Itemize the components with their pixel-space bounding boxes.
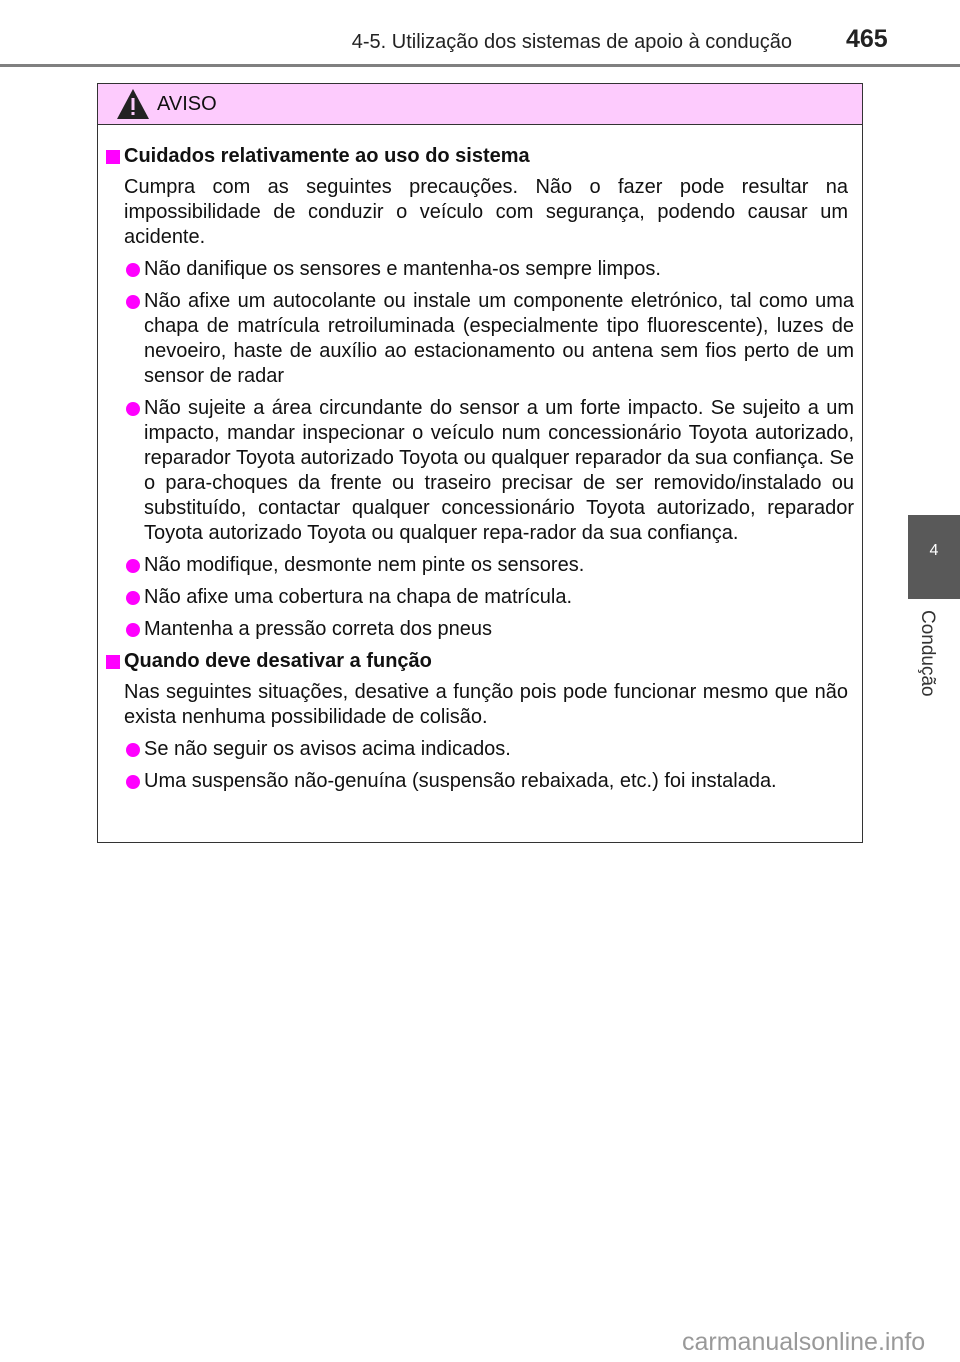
list-item-text: Não modifique, desmonte nem pinte os sen…: [144, 554, 585, 576]
list-item: Não afixe um autocolante ou instale um c…: [98, 289, 862, 389]
list-item-text: Não sujeite a área circundante do sensor…: [144, 397, 854, 544]
list-item: Não sujeite a área circundante do sensor…: [98, 396, 862, 546]
section-heading-text: Quando deve desativar a função: [124, 650, 432, 672]
chapter-tab: 4: [908, 515, 960, 599]
header-rule: [0, 64, 960, 67]
warning-triangle-icon: [117, 89, 149, 119]
section-heading: Quando deve desativar a função: [98, 649, 862, 674]
list-item-text: Mantenha a pressão correta dos pneus: [144, 618, 492, 640]
list-item: Não modifique, desmonte nem pinte os sen…: [98, 553, 862, 578]
list-item-text: Uma suspensão não-genuína (suspensão reb…: [144, 770, 777, 792]
section-paragraph: Cumpra com as seguintes precauções. Não …: [124, 176, 848, 248]
list-item-text: Não afixe uma cobertura na chapa de matr…: [144, 586, 573, 608]
running-header: 4-5. Utilização dos sistemas de apoio à …: [351, 31, 792, 53]
list-item: Uma suspensão não-genuína (suspensão reb…: [98, 769, 862, 794]
page-number: 465: [846, 25, 888, 53]
circle-bullet-icon: [126, 743, 140, 757]
warning-body: Cuidados relativamente ao uso do sistema…: [98, 126, 862, 794]
section-heading-text: Cuidados relativamente ao uso do sistema: [124, 145, 530, 167]
square-bullet-icon: [106, 150, 120, 164]
circle-bullet-icon: [126, 263, 140, 277]
watermark: carmanualsonline.info: [682, 1328, 926, 1356]
section-heading: Cuidados relativamente ao uso do sistema: [98, 144, 862, 169]
list-item: Não afixe uma cobertura na chapa de matr…: [98, 585, 862, 610]
circle-bullet-icon: [126, 591, 140, 605]
list-item-text: Não afixe um autocolante ou instale um c…: [144, 290, 854, 387]
list-item: Mantenha a pressão correta dos pneus: [98, 617, 862, 642]
circle-bullet-icon: [126, 295, 140, 309]
circle-bullet-icon: [126, 402, 140, 416]
warning-box: AVISO Cuidados relativamente ao uso do s…: [97, 83, 863, 843]
list-item: Não danifique os sensores e mantenha-os …: [98, 257, 862, 282]
list-item-text: Se não seguir os avisos acima indicados.: [144, 738, 511, 760]
chapter-label: Condução: [917, 610, 938, 697]
circle-bullet-icon: [126, 559, 140, 573]
square-bullet-icon: [106, 655, 120, 669]
list-item-text: Não danifique os sensores e mantenha-os …: [144, 258, 661, 280]
circle-bullet-icon: [126, 623, 140, 637]
section-paragraph: Nas seguintes situações, desative a funç…: [124, 681, 848, 728]
list-item: Se não seguir os avisos acima indicados.: [98, 737, 862, 762]
warning-header: AVISO: [98, 84, 862, 125]
warning-title: AVISO: [157, 93, 217, 115]
circle-bullet-icon: [126, 775, 140, 789]
